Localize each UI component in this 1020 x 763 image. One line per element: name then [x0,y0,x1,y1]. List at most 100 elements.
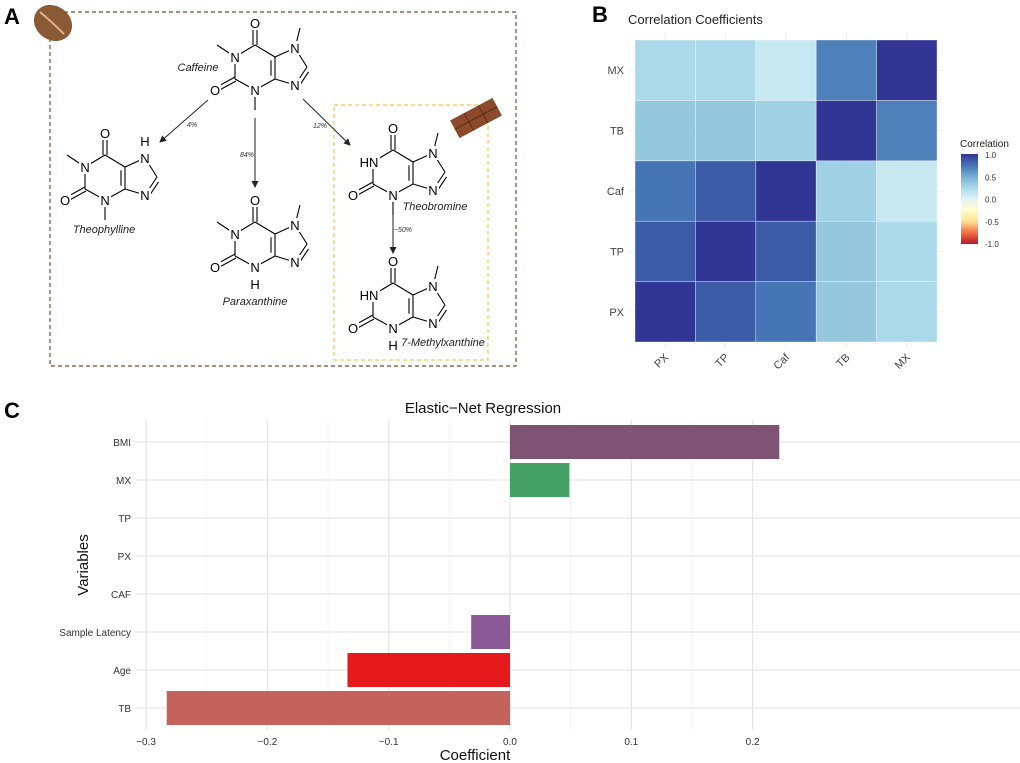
bar-age [347,653,510,687]
panel-label-b: B [592,2,608,27]
atom-oxygen-bg [387,254,399,268]
atom-oxygen-bg [387,121,399,135]
panel-label-a: A [4,4,20,29]
atom-hydrogen: H [388,338,397,353]
heatmap-cell-PX-TB [634,100,696,162]
atom-oxygen-bg [249,16,261,30]
atom-nitrogen: N [428,146,437,161]
x-tick-label: TP [713,352,731,370]
metabolism-arrow [302,98,351,146]
atom-nitrogen-bg [229,50,241,64]
atom-oxygen: O [210,260,220,275]
molecule-name: Paraxanthine [223,296,288,308]
atom-nitrogen-bg [289,218,301,232]
x-axis-label: Coefficient [440,747,511,763]
legend-title: Correlation [960,139,1009,150]
legend-tick-label: 0.5 [985,173,997,182]
atom-oxygen: O [250,16,260,31]
atom-nitrogen: N [388,321,397,336]
bond [299,248,309,262]
atom-nitrogen: N [290,41,299,56]
atom-oxygen-bg [347,321,359,335]
molecule-name: Caffeine [178,62,219,74]
y-tick-label: MX [608,65,625,77]
heatmap-cell-TB-PX [815,281,877,343]
arrow-percentage: 12% [313,123,327,130]
atom-hydrogen-bg [387,338,399,352]
bar-bmi [510,425,780,459]
molecule-theobromine: O O HN N N N [347,121,447,215]
arrow-percentage: 4% [187,122,197,129]
atom-nitrogen: HN [360,155,379,170]
atom-nitrogen: N [428,183,437,198]
atom-nitrogen: N [428,316,437,331]
heatmap-cell-PX-PX [634,281,696,343]
atom-nitrogen: N [388,188,397,203]
x-tick-label: PX [652,351,671,370]
heatmap-cell-MX-TB [876,100,938,162]
bond [104,154,126,168]
panel-label-c: C [4,398,20,423]
molecule-caffeine: O O N N N N [209,16,309,110]
atom-oxygen: O [250,193,260,208]
atom-nitrogen-bg [249,260,261,274]
heatmap-cell-PX-MX [634,39,696,101]
atom-oxygen: O [388,121,398,136]
heatmap-cell-PX-Caf [634,160,696,222]
atom-nitrogen-bg [289,41,301,55]
heatmap-cell-Caf-TB [755,100,817,162]
bar-chart-title: Elastic−Net Regression [405,400,561,417]
molecule-name: Theobromine [403,201,468,213]
y-tick-label: TB [610,126,624,138]
atom-nitrogen-bg [139,188,151,202]
atom-oxygen: O [210,83,220,98]
x-tick-label: −0.1 [379,737,399,748]
colorbar [961,154,978,244]
panel-a-metabolism-diagram: A OONNNNCaffeineOONNNNHTheophyllineOONNN… [4,4,517,367]
heatmap-cell-TP-PX [695,281,757,343]
heatmap-cell-Caf-TP [755,220,817,282]
y-tick-label: Caf [607,186,625,198]
heatmap-title: Correlation Coefficients [628,12,763,27]
arrow-percentage: ~50% [394,227,412,234]
atom-nitrogen-bg [79,160,91,174]
atom-nitrogen-bg [229,227,241,241]
heatmap-cell-TB-MX [815,39,877,101]
y-tick-label: CAF [111,590,131,601]
heatmap-cell-Caf-PX [755,281,817,343]
x-tick-label: Caf [772,351,793,372]
x-tick-label: −0.2 [258,737,278,748]
metabolism-arrow [159,99,209,143]
x-tick-label: TB [834,352,852,370]
atom-nitrogen-bg [289,78,301,92]
heatmap-cell-Caf-MX [755,39,817,101]
x-tick-label: 0.0 [503,737,517,748]
atom-nitrogen-bg [387,321,399,335]
atom-oxygen-bg [209,260,221,274]
y-tick-label: TB [118,704,131,715]
atom-oxygen-bg [249,193,261,207]
atom-hydrogen: H [250,277,259,292]
atom-nitrogen: N [140,151,149,166]
legend-tick-label: 0.0 [985,196,997,205]
atom-nitrogen-bg [139,151,151,165]
bond [254,221,276,235]
heatmap-cell-TB-Caf [815,160,877,222]
atom-nitrogen-bg [289,255,301,269]
heatmap-cell-TP-MX [695,39,757,101]
bar-mx [510,463,570,497]
heatmap-cell-MX-MX [876,39,938,101]
bar-sample-latency [471,615,510,649]
coffee-bean-icon [33,4,73,42]
atom-nitrogen: N [100,193,109,208]
heatmap-cell-TP-Caf [695,160,757,222]
y-tick-label: TP [118,514,131,525]
atom-oxygen: O [348,321,358,336]
atom-nitrogen: N [290,218,299,233]
atom-nitrogen-bg [358,155,380,169]
x-tick-label: MX [893,351,914,372]
